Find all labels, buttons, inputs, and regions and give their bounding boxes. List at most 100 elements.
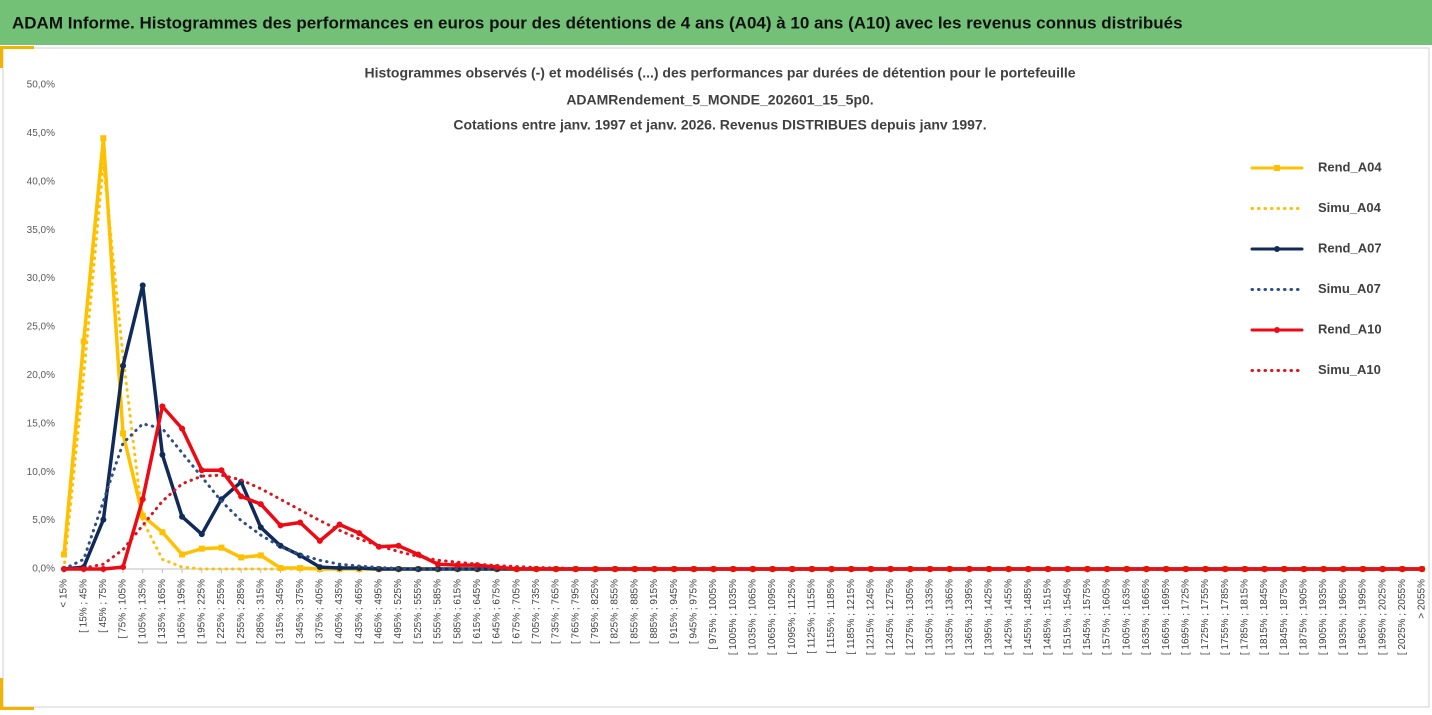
marker (257, 552, 264, 559)
x-tick-label: [ 1455% ; 1485% (1023, 579, 1034, 655)
marker (179, 425, 186, 432)
x-tick-label: [ 705% ; 735% (531, 579, 542, 644)
x-tick-label: [ 375% ; 405% (314, 579, 325, 644)
x-tick-label: [ 1815% ; 1845% (1259, 579, 1270, 655)
x-tick-label: [ 1005% ; 1035% (728, 579, 739, 655)
x-tick-label: > 2055% (1417, 579, 1428, 619)
marker (297, 519, 304, 526)
marker (218, 544, 225, 551)
chart-title: Histogrammes observés (-) et modélisés (… (364, 65, 1075, 81)
x-tick-label: [ 1365% ; 1395% (964, 579, 975, 655)
x-tick-label: [ 1725% ; 1755% (1200, 579, 1211, 655)
marker (926, 566, 933, 572)
x-tick-label: [ 2025% ; 2055% (1397, 579, 1408, 655)
x-tick-label: [ 1635% ; 1665% (1141, 579, 1152, 655)
chart-title: ADAMRendement_5_MONDE_202601_15_5p0. (566, 92, 873, 108)
legend-marker (1274, 327, 1280, 333)
marker (1064, 566, 1071, 572)
x-tick-label: [ 1695% ; 1725% (1180, 579, 1191, 655)
marker (198, 467, 205, 474)
x-tick-label: [ 1965% ; 1995% (1358, 579, 1369, 655)
marker (907, 566, 914, 572)
header-title: ADAM Informe. Histogrammes des performan… (12, 13, 1183, 32)
legend-label: Rend_A07 (1318, 240, 1382, 255)
marker (179, 551, 186, 558)
x-tick-label: [ 1875% ; 1905% (1299, 579, 1310, 655)
x-tick-label: [ 1515% ; 1545% (1062, 579, 1073, 655)
marker (100, 516, 107, 523)
x-tick-label: [ 285% ; 315% (255, 579, 266, 644)
y-tick-label: 35,0% (27, 225, 55, 236)
marker (808, 566, 815, 572)
marker (159, 451, 166, 458)
x-tick-label: [ 825% ; 855% (610, 579, 621, 644)
marker (179, 513, 186, 520)
marker (336, 521, 343, 528)
x-tick-label: [ 1155% ; 1185% (826, 579, 837, 654)
marker (159, 529, 166, 536)
x-tick-label: [ 1485% ; 1515% (1043, 579, 1054, 655)
x-tick-label: [ 435% ; 465% (354, 579, 365, 644)
x-tick-label: [ 1935% ; 1965% (1338, 579, 1349, 655)
corner-accent (0, 46, 3, 68)
marker (139, 496, 146, 503)
marker (297, 565, 304, 572)
x-tick-label: [ 645% ; 675% (492, 579, 503, 644)
x-tick-label: [ 675% ; 705% (511, 579, 522, 644)
marker (887, 566, 894, 572)
marker (1045, 566, 1052, 572)
y-tick-label: 30,0% (27, 273, 55, 284)
marker (986, 566, 993, 572)
x-tick-label: [ 255% ; 285% (236, 579, 247, 644)
x-tick-label: [ 1845% ; 1875% (1279, 579, 1290, 655)
x-tick-label: [ 1545% ; 1575% (1082, 579, 1093, 655)
y-tick-label: 15,0% (27, 418, 55, 429)
x-tick-label: [ 855% ; 885% (629, 579, 640, 644)
x-tick-label: [ 495% ; 525% (393, 579, 404, 644)
x-tick-label: [ 1575% ; 1605% (1102, 579, 1113, 655)
x-tick-label: [ 1605% ; 1635% (1121, 579, 1132, 655)
legend-marker (1274, 165, 1280, 171)
marker (238, 493, 245, 500)
marker (80, 338, 87, 345)
corner-accent (0, 678, 3, 710)
y-tick-label: 50,0% (27, 80, 55, 91)
x-tick-label: [ 1425% ; 1455% (1003, 579, 1014, 655)
marker (100, 135, 107, 142)
y-tick-label: 20,0% (27, 370, 55, 381)
marker (356, 530, 363, 537)
marker (789, 566, 796, 572)
marker (159, 403, 166, 410)
x-tick-label: [ 465% ; 495% (374, 579, 385, 644)
marker (277, 522, 284, 529)
marker (238, 554, 245, 561)
x-tick-label: [ 735% ; 765% (551, 579, 562, 644)
marker (946, 566, 953, 572)
x-tick-label: [ 525% ; 555% (413, 579, 424, 644)
marker (966, 566, 973, 572)
marker (277, 565, 284, 572)
x-tick-label: [ 1095% ; 1125% (787, 579, 798, 655)
x-tick-label: [ 1125% ; 1155% (807, 579, 818, 654)
legend-label: Simu_A07 (1318, 281, 1381, 296)
marker (139, 512, 146, 519)
x-tick-label: [ 795% ; 825% (590, 579, 601, 644)
x-tick-label: [ 1215% ; 1245% (866, 579, 877, 655)
y-tick-label: 40,0% (27, 176, 55, 187)
chart-frame (2, 47, 1430, 708)
marker (316, 537, 323, 544)
legend-label: Simu_A04 (1318, 200, 1382, 215)
x-tick-label: [ 1755% ; 1785% (1220, 579, 1231, 655)
x-tick-label: [ 1995% ; 2025% (1377, 579, 1388, 655)
x-tick-label: [ 765% ; 795% (570, 579, 581, 644)
chart-title: Cotations entre janv. 1997 et janv. 2026… (453, 117, 986, 133)
marker (828, 566, 835, 572)
y-tick-label: 10,0% (27, 467, 55, 478)
simulated-line (62, 473, 1424, 571)
x-tick-label: [ 1905% ; 1935% (1318, 579, 1329, 655)
marker (120, 564, 127, 571)
x-tick-label: [ 585% ; 615% (452, 579, 463, 644)
y-tick-label: 45,0% (27, 128, 55, 139)
